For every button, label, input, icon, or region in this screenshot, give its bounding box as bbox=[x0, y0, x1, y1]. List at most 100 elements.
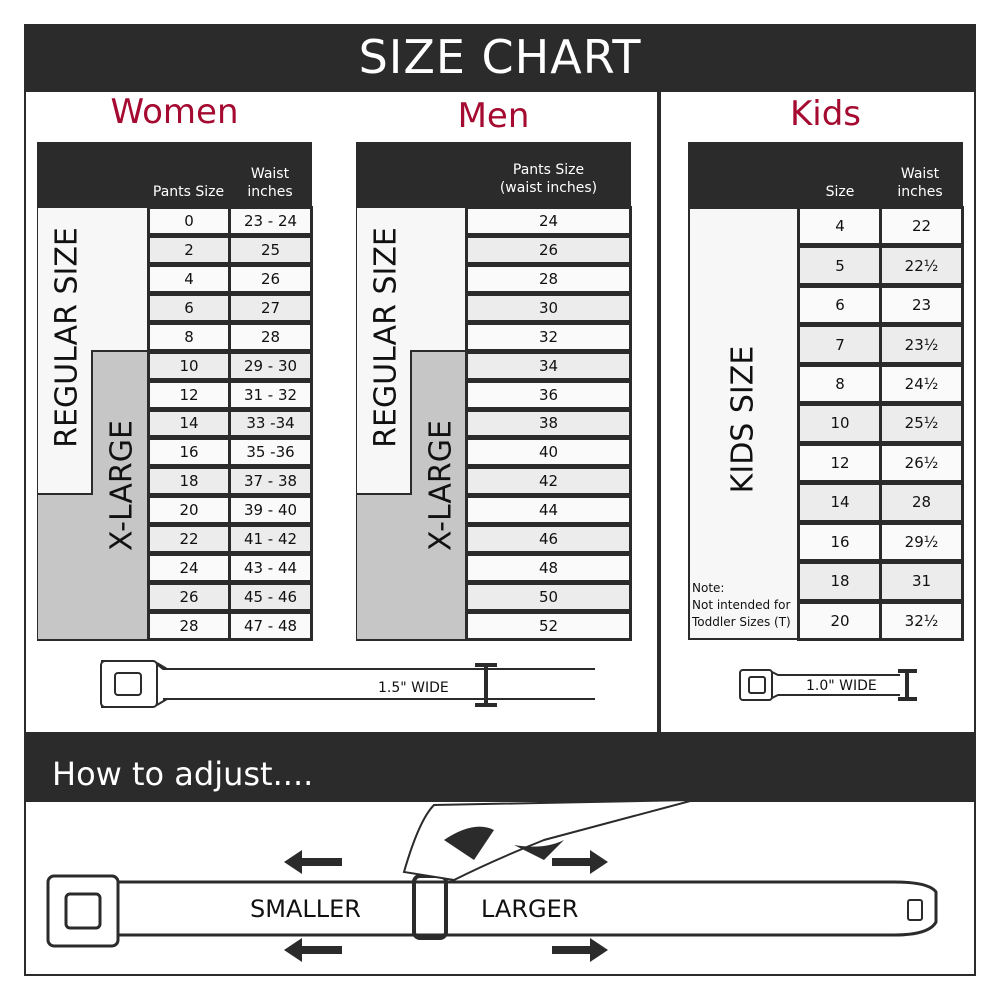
width-marker-icon bbox=[475, 663, 497, 707]
kids-table-cell: 10 bbox=[797, 403, 883, 444]
women-table-cell: 41 - 42 bbox=[228, 524, 313, 555]
note-line2: Toddler Sizes (T) bbox=[692, 615, 791, 629]
women-table-cell: 33 -34 bbox=[228, 408, 313, 439]
women-size-regions bbox=[37, 207, 149, 641]
women-table-cell: 26 bbox=[228, 263, 313, 294]
kids-table-cell: 4 bbox=[797, 206, 883, 247]
women-table-cell: 27 bbox=[228, 292, 313, 323]
men-table-cell: 42 bbox=[465, 466, 632, 497]
men-table-cell: 36 bbox=[465, 379, 632, 410]
kids-table-cell: 28 bbox=[879, 482, 964, 523]
kids-table-cell: 32½ bbox=[879, 600, 964, 641]
women-table-cell: 12 bbox=[147, 379, 231, 410]
kids-table-header: Size Waist inches bbox=[688, 142, 963, 207]
adult-belt-illustration bbox=[100, 660, 595, 708]
men-header-line1: Pants Size bbox=[512, 162, 585, 178]
women-table-cell: 29 - 30 bbox=[228, 350, 313, 381]
women-table-cell: 4 bbox=[147, 263, 231, 294]
women-table-cell: 23 - 24 bbox=[228, 206, 313, 236]
women-table-header: Pants Size Waist inches bbox=[37, 142, 312, 207]
men-regular-label: REGULAR SIZE bbox=[368, 227, 404, 448]
larger-label: LARGER bbox=[481, 895, 579, 923]
kids-belt-width: 1.0" WIDE bbox=[806, 678, 877, 694]
women-title: Women bbox=[110, 92, 239, 132]
arrow-right-icon bbox=[552, 850, 608, 962]
women-table-cell: 10 bbox=[147, 350, 231, 381]
kids-table-cell: 18 bbox=[797, 561, 883, 602]
kids-table-cell: 22 bbox=[879, 206, 964, 247]
women-table-cell: 39 - 40 bbox=[228, 495, 313, 526]
smaller-label: SMALLER bbox=[250, 895, 361, 923]
adult-belt-width: 1.5" WIDE bbox=[378, 680, 449, 696]
women-regular-label: REGULAR SIZE bbox=[49, 227, 85, 448]
kids-table-cell: 16 bbox=[797, 521, 883, 563]
note-title: Note: bbox=[692, 581, 725, 595]
men-table-cell: 44 bbox=[465, 495, 632, 526]
women-header-size: Pants Size bbox=[152, 184, 225, 200]
women-table-cell: 31 - 32 bbox=[228, 379, 313, 410]
women-table-cell: 35 -36 bbox=[228, 437, 313, 468]
page-title: SIZE CHART bbox=[24, 24, 976, 92]
kids-table-cell: 12 bbox=[797, 442, 883, 484]
kids-size-region bbox=[688, 207, 799, 640]
women-table-cell: 28 bbox=[228, 321, 313, 352]
men-table-cell: 30 bbox=[465, 292, 632, 323]
men-table-cell: 40 bbox=[465, 437, 632, 468]
women-table-cell: 22 bbox=[147, 524, 231, 555]
women-table-cell: 0 bbox=[147, 206, 231, 236]
women-table-cell: 18 bbox=[147, 466, 231, 497]
kids-title: Kids bbox=[789, 94, 862, 134]
women-table-cell: 26 bbox=[147, 582, 231, 613]
women-table-cell: 8 bbox=[147, 321, 231, 352]
kids-table-cell: 25½ bbox=[879, 403, 964, 444]
women-header-waist: Waist inches bbox=[247, 166, 293, 200]
kids-header-waist: Waist inches bbox=[897, 166, 943, 200]
men-table-cell: 24 bbox=[465, 206, 632, 236]
kids-note: Note: Not intended for Toddler Sizes (T) bbox=[692, 580, 791, 631]
women-table-cell: 47 - 48 bbox=[228, 611, 313, 641]
kids-table-cell: 8 bbox=[797, 363, 883, 405]
women-table-cell: 16 bbox=[147, 437, 231, 468]
men-table-cell: 34 bbox=[465, 350, 632, 381]
kids-table-cell: 26½ bbox=[879, 442, 964, 484]
men-table-cell: 52 bbox=[465, 611, 632, 641]
kids-size-label: KIDS SIZE bbox=[725, 345, 761, 494]
buckle-icon bbox=[739, 669, 773, 701]
men-table-header: Pants Size (waist inches) bbox=[356, 142, 631, 207]
men-title: Men bbox=[457, 96, 530, 136]
women-table-cell: 45 - 46 bbox=[228, 582, 313, 613]
women-table-cell: 6 bbox=[147, 292, 231, 323]
kids-table-cell: 29½ bbox=[879, 521, 964, 563]
men-table-cell: 28 bbox=[465, 263, 632, 294]
kids-table-cell: 22½ bbox=[879, 245, 964, 286]
women-table-cell: 14 bbox=[147, 408, 231, 439]
women-table-cell: 25 bbox=[228, 234, 313, 265]
kids-table-cell: 31 bbox=[879, 561, 964, 602]
section-divider bbox=[657, 92, 661, 732]
kids-table-cell: 23 bbox=[879, 284, 964, 326]
note-line1: Not intended for bbox=[692, 598, 791, 612]
buckle-icon bbox=[100, 660, 158, 708]
men-table-cell: 38 bbox=[465, 408, 632, 439]
kids-table-cell: 5 bbox=[797, 245, 883, 286]
men-xlarge-label: X-LARGE bbox=[423, 420, 459, 551]
men-table-cell: 48 bbox=[465, 553, 632, 584]
women-table-cell: 43 - 44 bbox=[228, 553, 313, 584]
kids-belt-illustration bbox=[739, 669, 917, 701]
men-header-line2: (waist inches) bbox=[499, 180, 598, 196]
men-header: Pants Size (waist inches) bbox=[466, 161, 631, 197]
buckle-icon bbox=[46, 874, 120, 948]
kids-table-cell: 20 bbox=[797, 600, 883, 641]
women-table-cell: 2 bbox=[147, 234, 231, 265]
adjust-illustration bbox=[46, 800, 938, 962]
kids-header-size: Size bbox=[825, 184, 855, 200]
women-xlarge-label: X-LARGE bbox=[104, 420, 140, 551]
women-table-cell: 28 bbox=[147, 611, 231, 641]
men-table-cell: 32 bbox=[465, 321, 632, 352]
women-table-cell: 24 bbox=[147, 553, 231, 584]
arrow-left-icon bbox=[284, 850, 342, 962]
men-table-cell: 26 bbox=[465, 234, 632, 265]
men-table-cell: 50 bbox=[465, 582, 632, 613]
men-table-cell: 46 bbox=[465, 524, 632, 555]
adjust-title: How to adjust.... bbox=[24, 732, 976, 802]
